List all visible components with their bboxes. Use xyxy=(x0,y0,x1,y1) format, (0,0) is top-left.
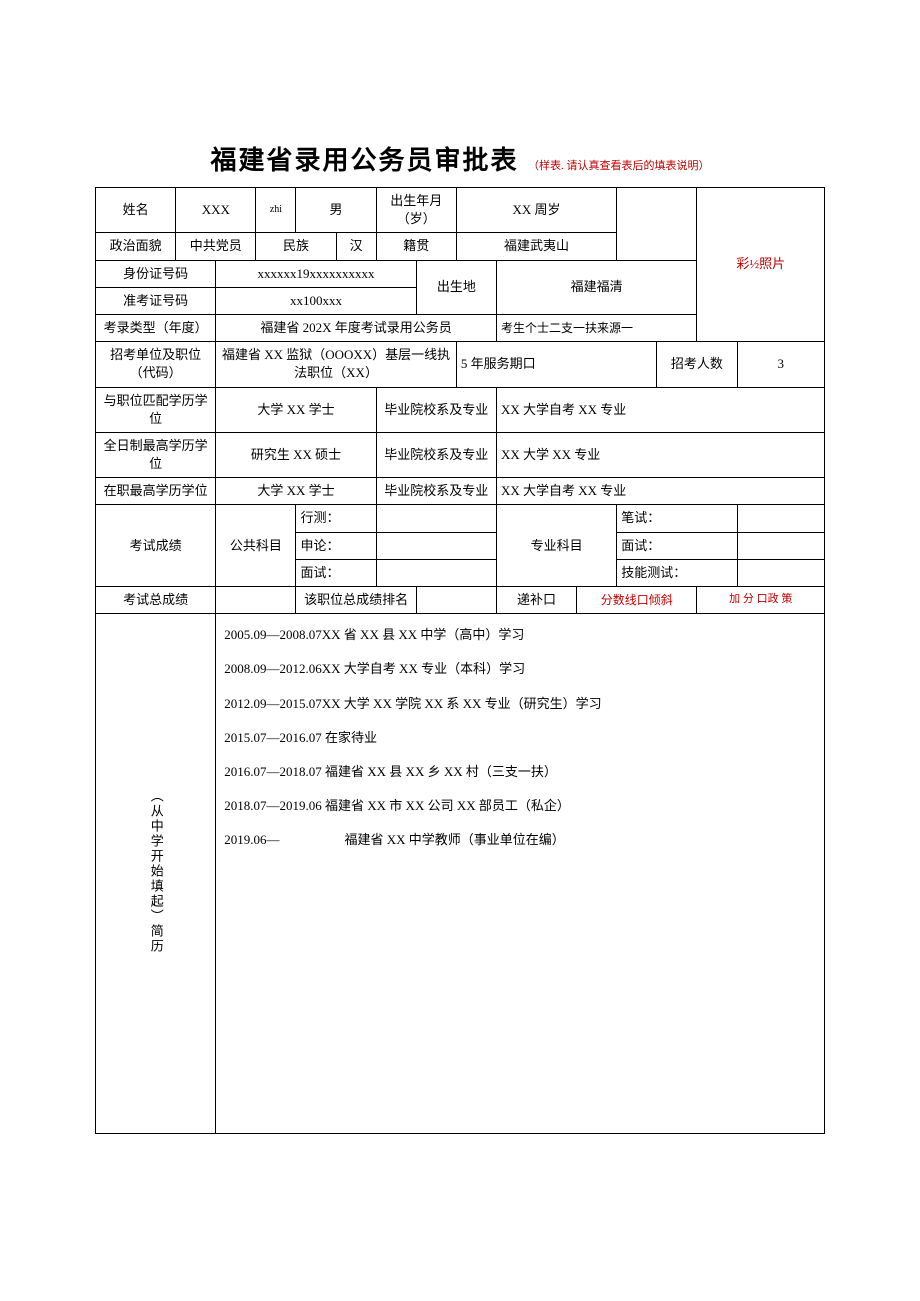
label-resume-header: （从中学开始填起）简历 xyxy=(96,614,216,1134)
value-birth: XX 周岁 xyxy=(456,188,616,233)
value-name: XXX xyxy=(176,188,256,233)
label-score-line: 分数线口倾斜 xyxy=(577,587,697,614)
label-interview: 面试： xyxy=(296,559,376,586)
title-row: 福建省录用公务员审批表 （样表. 请认真查看表后的填表说明） xyxy=(95,140,825,177)
label-rank: 该职位总成绩排名 xyxy=(296,587,416,614)
label-supplement: 递补口 xyxy=(496,587,576,614)
label-pro-interview: 面试： xyxy=(617,532,737,559)
value-political: 中共党员 xyxy=(176,233,256,260)
label-fulltime-edu: 全日制最高学历学位 xyxy=(96,432,216,477)
resume-content: 2005.09—2008.07XX 省 XX 县 XX 中学（高中）学习 200… xyxy=(216,614,825,1134)
label-candidate-source: 考生个士二支一扶来源一 xyxy=(496,314,696,341)
label-shenlun: 申论： xyxy=(296,532,376,559)
label-xingce: 行测： xyxy=(296,505,376,532)
label-position: 招考单位及职位（代码） xyxy=(96,342,216,387)
approval-form-table: 姓名 XXX zhi 男 出生年月（岁） XX 周岁 彩½照片 政治面貌 中共党… xyxy=(95,187,825,1134)
value-written xyxy=(737,505,825,532)
subtitle: （样表. 请认真查看表后的填表说明） xyxy=(528,160,710,172)
value-exam-type: 福建省 202X 年度考试录用公务员 xyxy=(216,314,497,341)
label-birth: 出生年月（岁） xyxy=(376,188,456,233)
label-written: 笔试： xyxy=(617,505,737,532)
label-name: 姓名 xyxy=(96,188,176,233)
resume-line-1: 2008.09—2012.06XX 大学自考 XX 专业（本科）学习 xyxy=(224,660,816,678)
label-recruit-count: 招考人数 xyxy=(657,342,737,387)
value-exam-number: xx100xxx xyxy=(216,287,416,314)
label-grad-school-2: 毕业院校系及专业 xyxy=(376,432,496,477)
value-id-number: xxxxxx19xxxxxxxxxx xyxy=(216,260,416,287)
value-fulltime-edu-school: XX 大学 XX 专业 xyxy=(496,432,824,477)
value-xingce xyxy=(376,505,496,532)
label-native-place: 籍贯 xyxy=(376,233,456,260)
value-interview xyxy=(376,559,496,586)
label-service-period: 5 年服务期口 xyxy=(456,342,656,387)
value-matched-edu: 大学 XX 学士 xyxy=(216,387,376,432)
value-rank xyxy=(416,587,496,614)
value-birth-place: 福建福清 xyxy=(496,260,696,314)
label-grad-school-3: 毕业院校系及专业 xyxy=(376,478,496,505)
value-fulltime-edu: 研究生 XX 硕士 xyxy=(216,432,376,477)
label-id-number: 身份证号码 xyxy=(96,260,216,287)
label-onjob-edu: 在职最高学历学位 xyxy=(96,478,216,505)
value-gender-marker: zhi xyxy=(256,188,296,233)
label-matched-edu: 与职位匹配学历学位 xyxy=(96,387,216,432)
label-pro-subject: 专业科目 xyxy=(496,505,616,587)
label-political: 政治面貌 xyxy=(96,233,176,260)
value-pro-interview xyxy=(737,532,825,559)
label-exam-type: 考录类型（年度） xyxy=(96,314,216,341)
photo-box-top xyxy=(617,188,697,261)
resume-line-6: 2019.06— 福建省 XX 中学教师（事业单位在编） xyxy=(224,831,816,849)
label-grad-school-1: 毕业院校系及专业 xyxy=(376,387,496,432)
page-title: 福建省录用公务员审批表 xyxy=(210,146,518,175)
label-birth-place: 出生地 xyxy=(416,260,496,314)
label-bonus-policy: 加 分 口政 策 xyxy=(697,587,825,614)
resume-line-2: 2012.09—2015.07XX 大学 XX 学院 XX 系 XX 专业（研究… xyxy=(224,695,816,713)
value-shenlun xyxy=(376,532,496,559)
value-onjob-edu: 大学 XX 学士 xyxy=(216,478,376,505)
label-public-subject: 公共科目 xyxy=(216,505,296,587)
label-exam-number: 准考证号码 xyxy=(96,287,216,314)
label-gender: 男 xyxy=(296,188,376,233)
label-ethnic: 民族 xyxy=(256,233,336,260)
label-total-score: 考试总成绩 xyxy=(96,587,216,614)
value-ethnic: 汉 xyxy=(336,233,376,260)
value-total-score xyxy=(216,587,296,614)
value-recruit-count: 3 xyxy=(737,342,825,387)
photo-box: 彩½照片 xyxy=(697,188,825,342)
resume-line-3: 2015.07—2016.07 在家待业 xyxy=(224,729,816,747)
label-skill-test: 技能测试： xyxy=(617,559,737,586)
resume-line-5: 2018.07—2019.06 福建省 XX 市 XX 公司 XX 部员工（私企… xyxy=(224,797,816,815)
resume-line-4: 2016.07—2018.07 福建省 XX 县 XX 乡 XX 村（三支一扶） xyxy=(224,763,816,781)
value-onjob-edu-school: XX 大学自考 XX 专业 xyxy=(496,478,824,505)
value-position: 福建省 XX 监狱（OOOXX）基层一线执法职位（XX） xyxy=(216,342,457,387)
value-native-place: 福建武夷山 xyxy=(456,233,616,260)
value-skill-test xyxy=(737,559,825,586)
value-matched-edu-school: XX 大学自考 XX 专业 xyxy=(496,387,824,432)
resume-line-0: 2005.09—2008.07XX 省 XX 县 XX 中学（高中）学习 xyxy=(224,626,816,644)
label-exam-score: 考试成绩 xyxy=(96,505,216,587)
